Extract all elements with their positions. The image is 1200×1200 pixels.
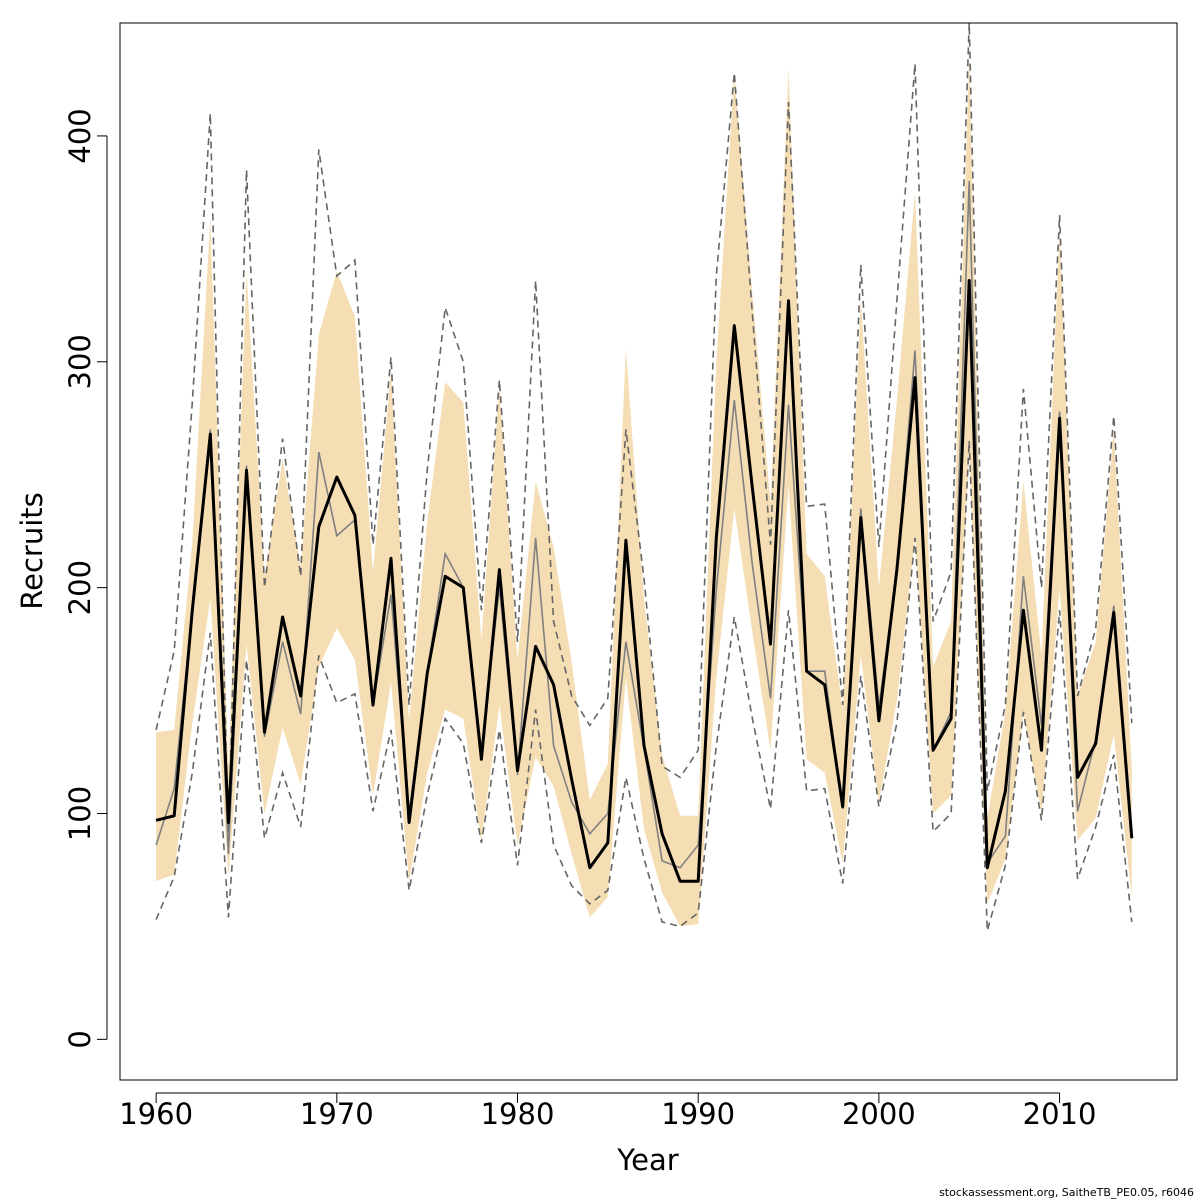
y-tick-label: 100 <box>63 786 97 841</box>
footnote: stockassessment.org, SaitheTB_PE0.05, r6… <box>939 1186 1194 1199</box>
y-tick-label: 400 <box>63 108 97 163</box>
x-tick-label: 2000 <box>842 1097 916 1131</box>
x-tick-label: 1960 <box>119 1097 193 1131</box>
x-tick-label: 2010 <box>1023 1097 1097 1131</box>
x-axis: 1960 1970 1980 1990 2000 2010 <box>119 1092 1097 1131</box>
alternative-upper-dashed-line <box>155 22 1133 846</box>
x-tick-label: 1980 <box>481 1097 555 1131</box>
y-tick-label: 200 <box>63 560 97 615</box>
x-tick-label: 1990 <box>661 1097 735 1131</box>
x-tick-label: 1970 <box>300 1097 374 1131</box>
y-tick-label: 0 <box>63 1030 97 1048</box>
series-lines-layer <box>155 22 1134 932</box>
alternative-lower-dashed-line <box>155 440 1133 932</box>
y-tick-label: 300 <box>63 334 97 389</box>
plot-frame <box>119 22 1178 1081</box>
x-axis-title: Year <box>616 1143 678 1177</box>
y-axis-title: Recruits <box>15 492 49 609</box>
estimate-line <box>155 279 1134 883</box>
y-axis: 0 100 200 300 400 <box>63 108 108 1049</box>
